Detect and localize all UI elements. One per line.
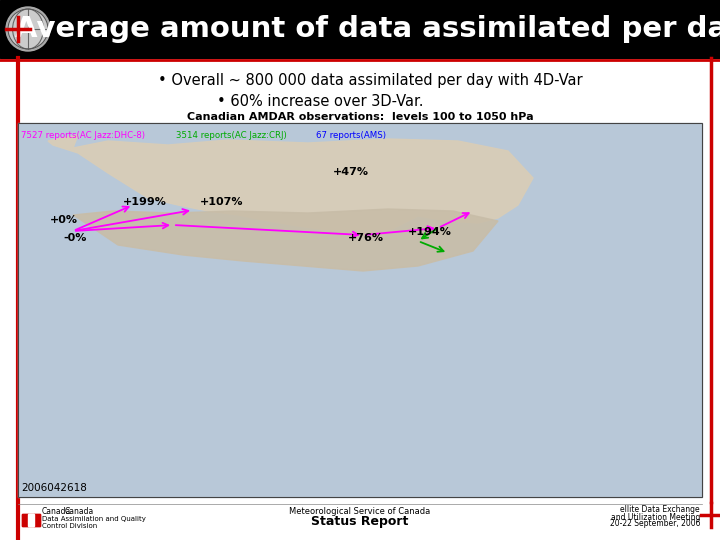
Circle shape bbox=[6, 7, 50, 51]
Text: Meteorological Service of Canada: Meteorological Service of Canada bbox=[289, 508, 431, 516]
Text: • 60% increase over 3D-Var.: • 60% increase over 3D-Var. bbox=[217, 94, 423, 110]
Text: Status Report: Status Report bbox=[311, 516, 409, 529]
Bar bbox=[18, 123, 702, 497]
Text: 20-22 September, 2006: 20-22 September, 2006 bbox=[610, 519, 700, 529]
Text: Data Assimilation and Quality: Data Assimilation and Quality bbox=[42, 516, 146, 522]
Bar bbox=[22, 514, 40, 526]
Text: +199%: +199% bbox=[123, 197, 167, 207]
Text: Control Division: Control Division bbox=[42, 523, 97, 529]
Text: -0%: -0% bbox=[63, 233, 86, 243]
Text: 2006042618: 2006042618 bbox=[21, 483, 87, 493]
Circle shape bbox=[8, 9, 48, 49]
Text: Canadian AMDAR observations:  levels 100 to 1050 hPa: Canadian AMDAR observations: levels 100 … bbox=[186, 112, 534, 122]
Text: 7527 reports(AC Jazz:DHC-8): 7527 reports(AC Jazz:DHC-8) bbox=[21, 131, 145, 139]
Bar bbox=[34, 514, 40, 526]
Text: Canada: Canada bbox=[42, 508, 71, 516]
Bar bbox=[18, 123, 702, 497]
Text: and Utilization Meeting: and Utilization Meeting bbox=[611, 512, 700, 522]
Text: Average amount of data assimilated per day: Average amount of data assimilated per d… bbox=[15, 15, 720, 43]
Text: +47%: +47% bbox=[333, 167, 369, 177]
Text: +107%: +107% bbox=[200, 197, 243, 207]
Text: +76%: +76% bbox=[348, 233, 384, 243]
Bar bbox=[0, 0, 720, 58]
Polygon shape bbox=[73, 209, 498, 271]
Bar bbox=[28, 514, 34, 526]
Text: Canada: Canada bbox=[65, 508, 94, 516]
Text: • Overall ~ 800 000 data assimilated per day with 4D-Var: • Overall ~ 800 000 data assimilated per… bbox=[158, 72, 582, 87]
Text: +194%: +194% bbox=[408, 227, 452, 237]
Bar bbox=[22, 514, 28, 526]
Text: ellite Data Exchange: ellite Data Exchange bbox=[621, 505, 700, 515]
Text: 3514 reports(AC Jazz:CRJ): 3514 reports(AC Jazz:CRJ) bbox=[176, 131, 287, 139]
Text: +0%: +0% bbox=[50, 215, 78, 225]
Polygon shape bbox=[48, 135, 533, 236]
Text: 67 reports(AMS): 67 reports(AMS) bbox=[316, 131, 386, 139]
